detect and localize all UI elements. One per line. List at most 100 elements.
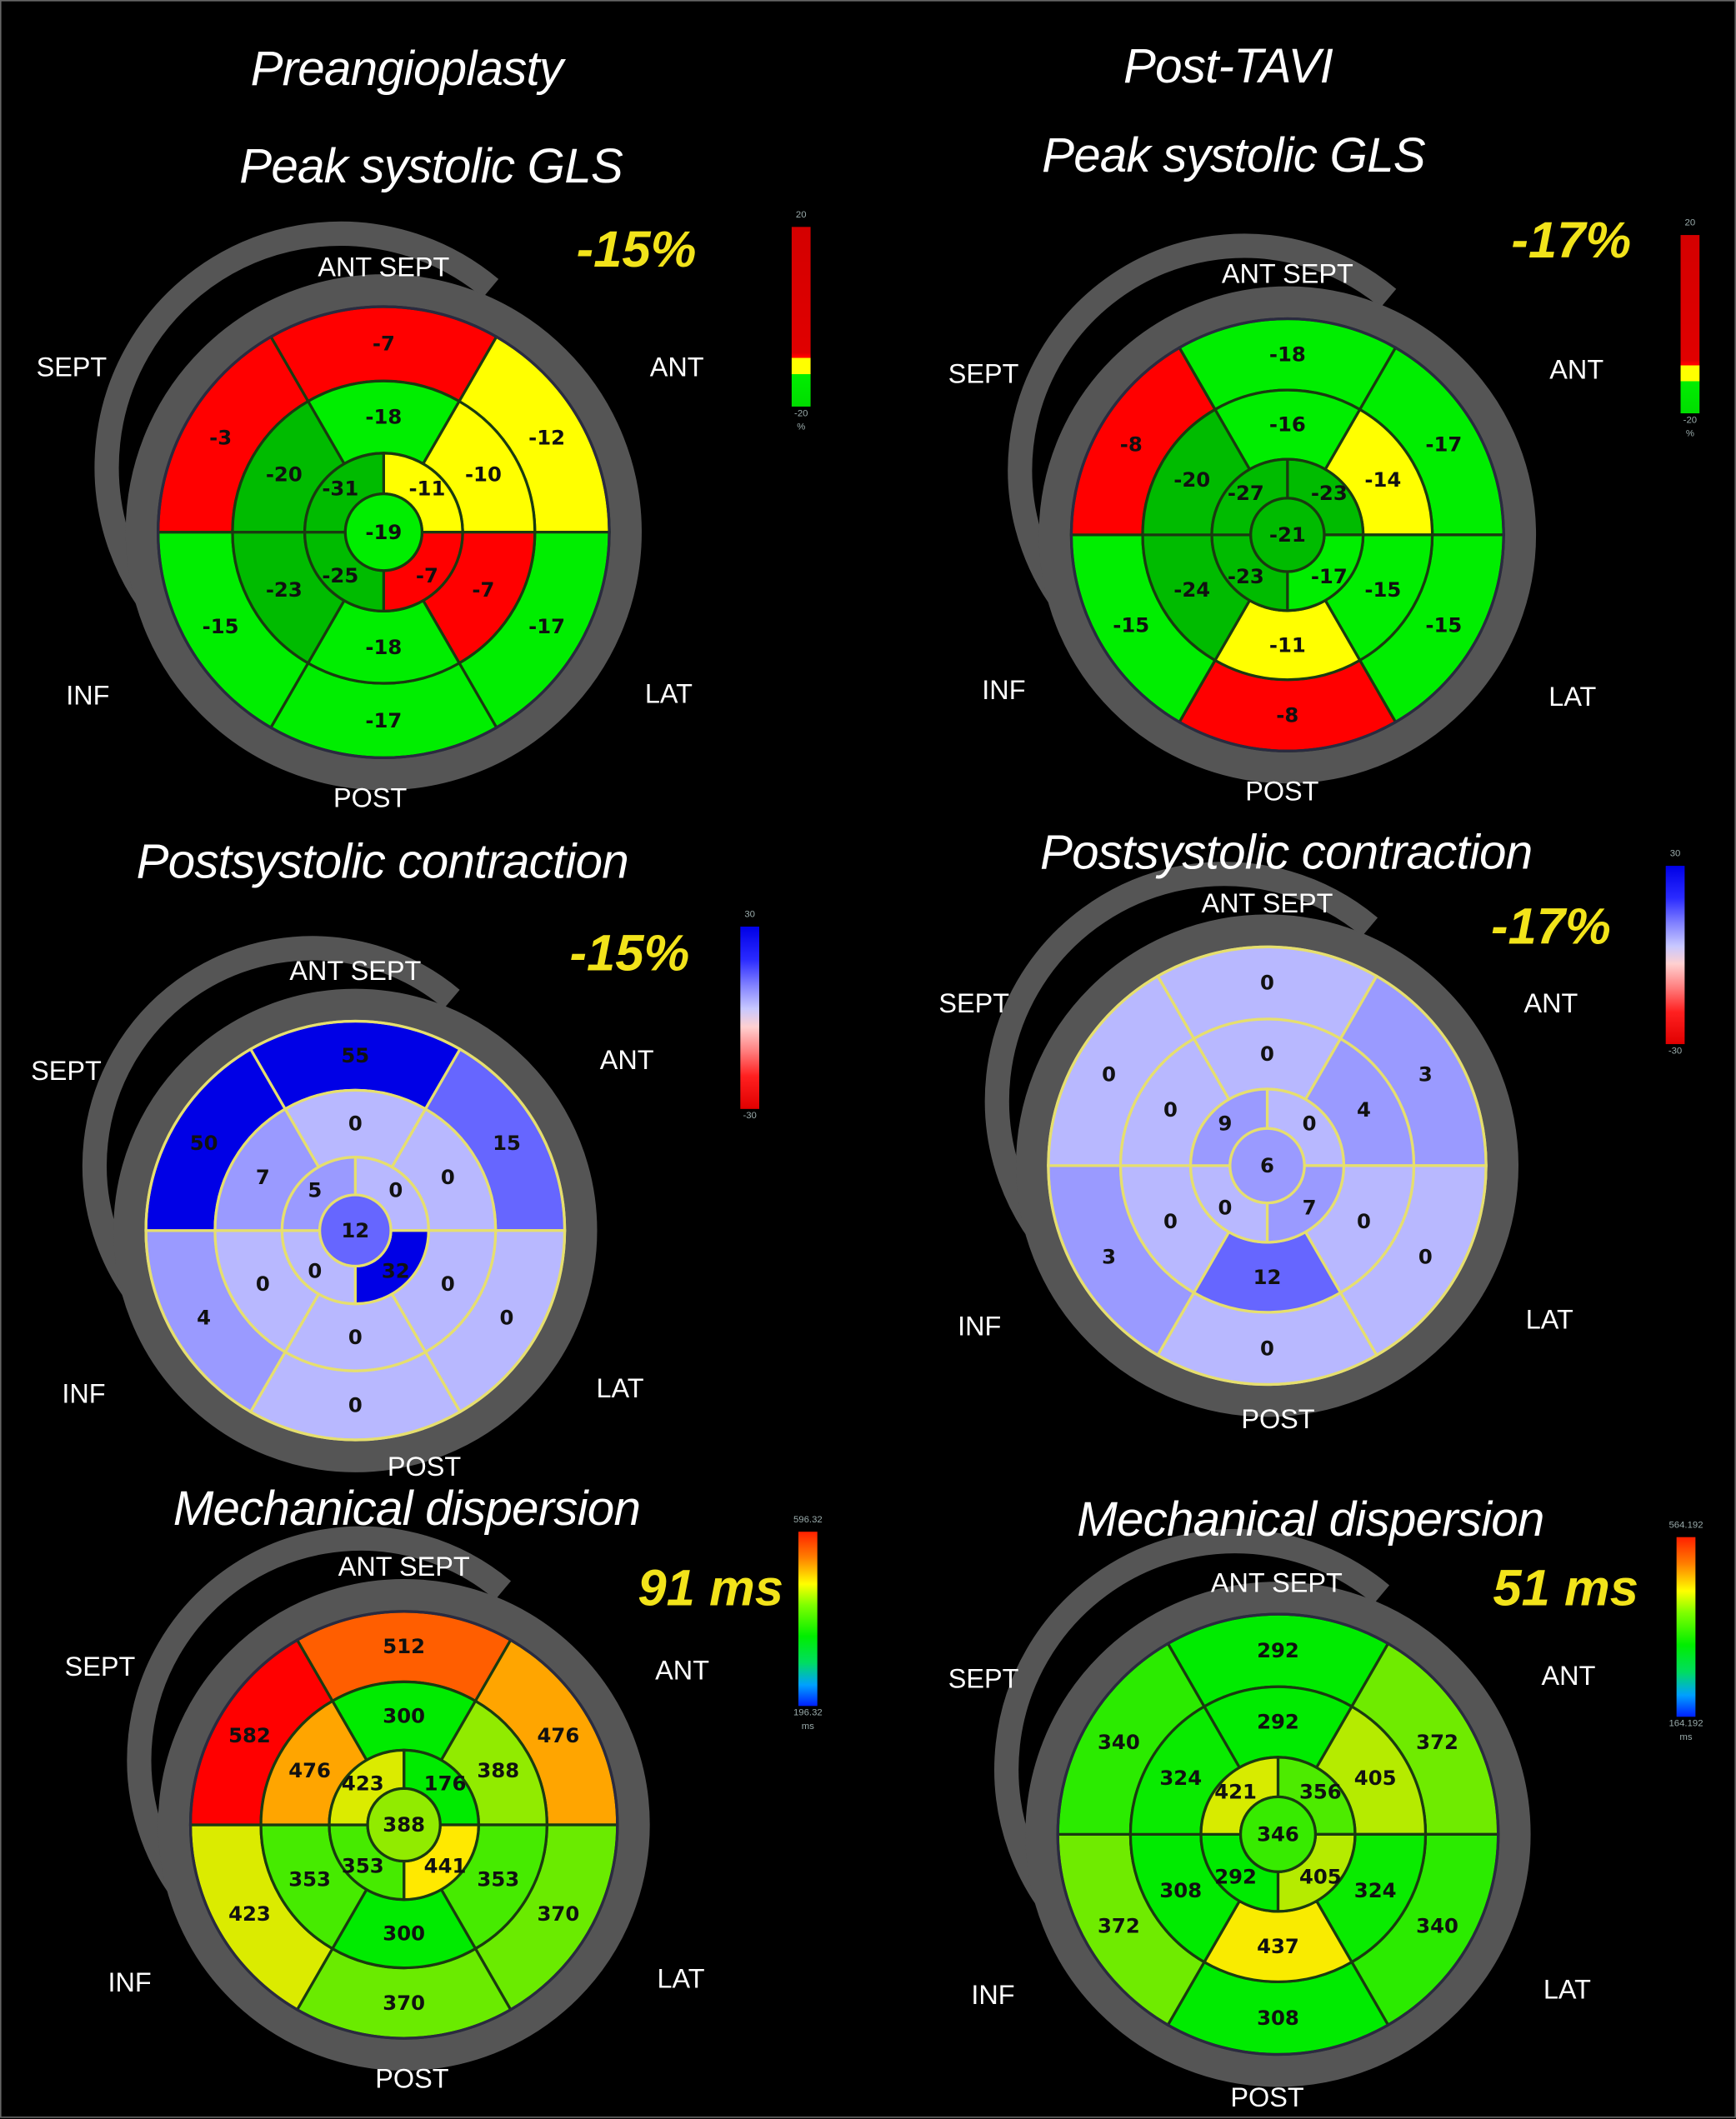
orientation-label-lat: LAT <box>657 1964 705 1995</box>
segment-value: -7 <box>416 563 438 587</box>
orientation-label-sept: SEPT <box>948 1664 1019 1695</box>
orientation-label-ant-sept: ANT SEPT <box>1201 889 1333 920</box>
orientation-label-ant: ANT <box>1549 356 1604 386</box>
summary-value: 51 ms <box>1493 1561 1639 1618</box>
colorbar-min-label: 164.192 <box>1668 1719 1703 1729</box>
segment-value: 324 <box>1354 1878 1397 1902</box>
housing-ring <box>158 1578 650 2071</box>
segment-value: 12 <box>1253 1265 1282 1289</box>
segment-value: 6 <box>1260 1153 1274 1177</box>
segment-value: -23 <box>1228 564 1264 588</box>
orientation-label-ant-sept: ANT SEPT <box>318 252 450 283</box>
segment-value: 308 <box>1159 1878 1202 1902</box>
housing-ring <box>1015 914 1519 1417</box>
colorbar <box>1676 1537 1696 1717</box>
segment-value: -12 <box>528 426 565 450</box>
summary-value: -17% <box>1491 898 1611 956</box>
colorbar-max-label: 30 <box>1669 849 1681 859</box>
segment-value: 441 <box>424 1853 467 1877</box>
segment-apex <box>1238 1795 1318 1873</box>
segment-value: -19 <box>365 520 402 544</box>
segment-value: -24 <box>1173 577 1210 602</box>
segment-value: 0 <box>1260 1336 1274 1360</box>
segment-value: 372 <box>1098 1914 1140 1938</box>
summary-value: 91 ms <box>638 1561 783 1618</box>
orientation-label-lat: LAT <box>596 1374 644 1405</box>
segment-value: 0 <box>256 1272 270 1296</box>
segment-value: -7 <box>472 577 494 602</box>
segment-value: 0 <box>308 1258 322 1282</box>
orientation-label-sept: SEPT <box>938 989 1010 1020</box>
segment-value: 0 <box>348 1325 363 1349</box>
colorbar-min-label: -30 <box>743 1112 757 1122</box>
orientation-label-post: POST <box>1241 1405 1315 1436</box>
segment-value: 340 <box>1098 1730 1140 1754</box>
plot-outline <box>1056 1612 1500 2057</box>
segment-value: 346 <box>1257 1822 1299 1846</box>
segment-value: 476 <box>288 1758 331 1782</box>
orientation-label-lat: LAT <box>644 680 693 710</box>
colorbar-min-label: -20 <box>794 409 808 419</box>
segment-value: 292 <box>1257 1710 1299 1734</box>
colorbar-max-label: 30 <box>744 910 755 920</box>
orientation-label-ant: ANT <box>649 352 704 383</box>
segment-value: 340 <box>1416 1914 1458 1938</box>
orientation-label-inf: INF <box>958 1312 1002 1342</box>
segment-value: -15 <box>203 614 239 638</box>
colorbar <box>740 927 760 1109</box>
segment-value: 437 <box>1257 1934 1299 1958</box>
segment-value: -8 <box>1276 703 1298 727</box>
segment-value: 308 <box>1257 2006 1299 2030</box>
orientation-label-lat: LAT <box>1543 1975 1591 2006</box>
segment-value: 353 <box>477 1867 519 1891</box>
segment-value: -11 <box>408 477 445 501</box>
orientation-label-ant: ANT <box>599 1046 654 1077</box>
segment-value: 324 <box>1159 1766 1202 1790</box>
colorbar <box>1665 866 1685 1045</box>
orientation-label-inf: INF <box>66 681 110 712</box>
segment-value: 300 <box>383 1922 425 1946</box>
colorbar-max-label: 596.32 <box>793 1515 823 1526</box>
segment-value: -17 <box>1425 432 1462 457</box>
segment-value: 512 <box>383 1634 425 1658</box>
segment-value: 0 <box>441 1272 455 1296</box>
segment-value: 388 <box>477 1758 519 1782</box>
housing-ring <box>125 274 642 791</box>
colorbar <box>791 227 811 407</box>
segment-value: 4 <box>1357 1097 1371 1122</box>
housing-ring <box>1038 286 1537 784</box>
segment-value: 12 <box>341 1218 369 1242</box>
plot-outline <box>144 1019 567 1442</box>
plot-outline <box>1069 317 1505 752</box>
segment-value: 176 <box>424 1772 467 1796</box>
segment-value: 372 <box>1416 1730 1458 1754</box>
orientation-label-post: POST <box>1245 777 1319 807</box>
colorbar <box>798 1532 818 1707</box>
segment-value: 370 <box>538 1902 580 1926</box>
orientation-label-ant: ANT <box>1541 1662 1596 1692</box>
orientation-label-post: POST <box>333 783 408 814</box>
colorbar-min-label: -20 <box>1683 416 1698 426</box>
orientation-label-post: POST <box>375 2064 449 2095</box>
column-title-pre: Preangioplasty <box>250 40 564 97</box>
segment-value: 0 <box>348 1112 363 1136</box>
orientation-label-sept: SEPT <box>36 352 108 383</box>
segment-value: 3 <box>1102 1245 1116 1269</box>
segment-value: 0 <box>388 1177 403 1202</box>
colorbar-unit-label: % <box>1685 429 1694 439</box>
segment-value: 9 <box>1218 1111 1232 1135</box>
panel-heading: Peak systolic GLS <box>239 137 623 193</box>
segment-value: 300 <box>383 1703 425 1727</box>
colorbar-unit-label: % <box>797 422 806 432</box>
segment-value: -17 <box>365 708 402 732</box>
orientation-label-ant-sept: ANT SEPT <box>1221 260 1353 290</box>
plot-outline <box>188 1610 619 2040</box>
panel-heading: Peak systolic GLS <box>1042 127 1426 182</box>
orientation-label-sept: SEPT <box>64 1652 136 1682</box>
segment-value: -8 <box>1120 432 1143 457</box>
segment-value: 0 <box>1303 1111 1317 1135</box>
panel-heading: Mechanical dispersion <box>173 1480 641 1537</box>
segment-value: -17 <box>528 614 565 638</box>
